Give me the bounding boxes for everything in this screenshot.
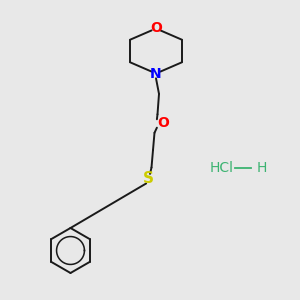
Text: HCl: HCl [210, 161, 234, 175]
Text: H: H [256, 161, 267, 175]
Text: S: S [143, 171, 154, 186]
Text: N: N [150, 67, 162, 80]
Text: O: O [150, 22, 162, 35]
Text: O: O [158, 116, 169, 130]
